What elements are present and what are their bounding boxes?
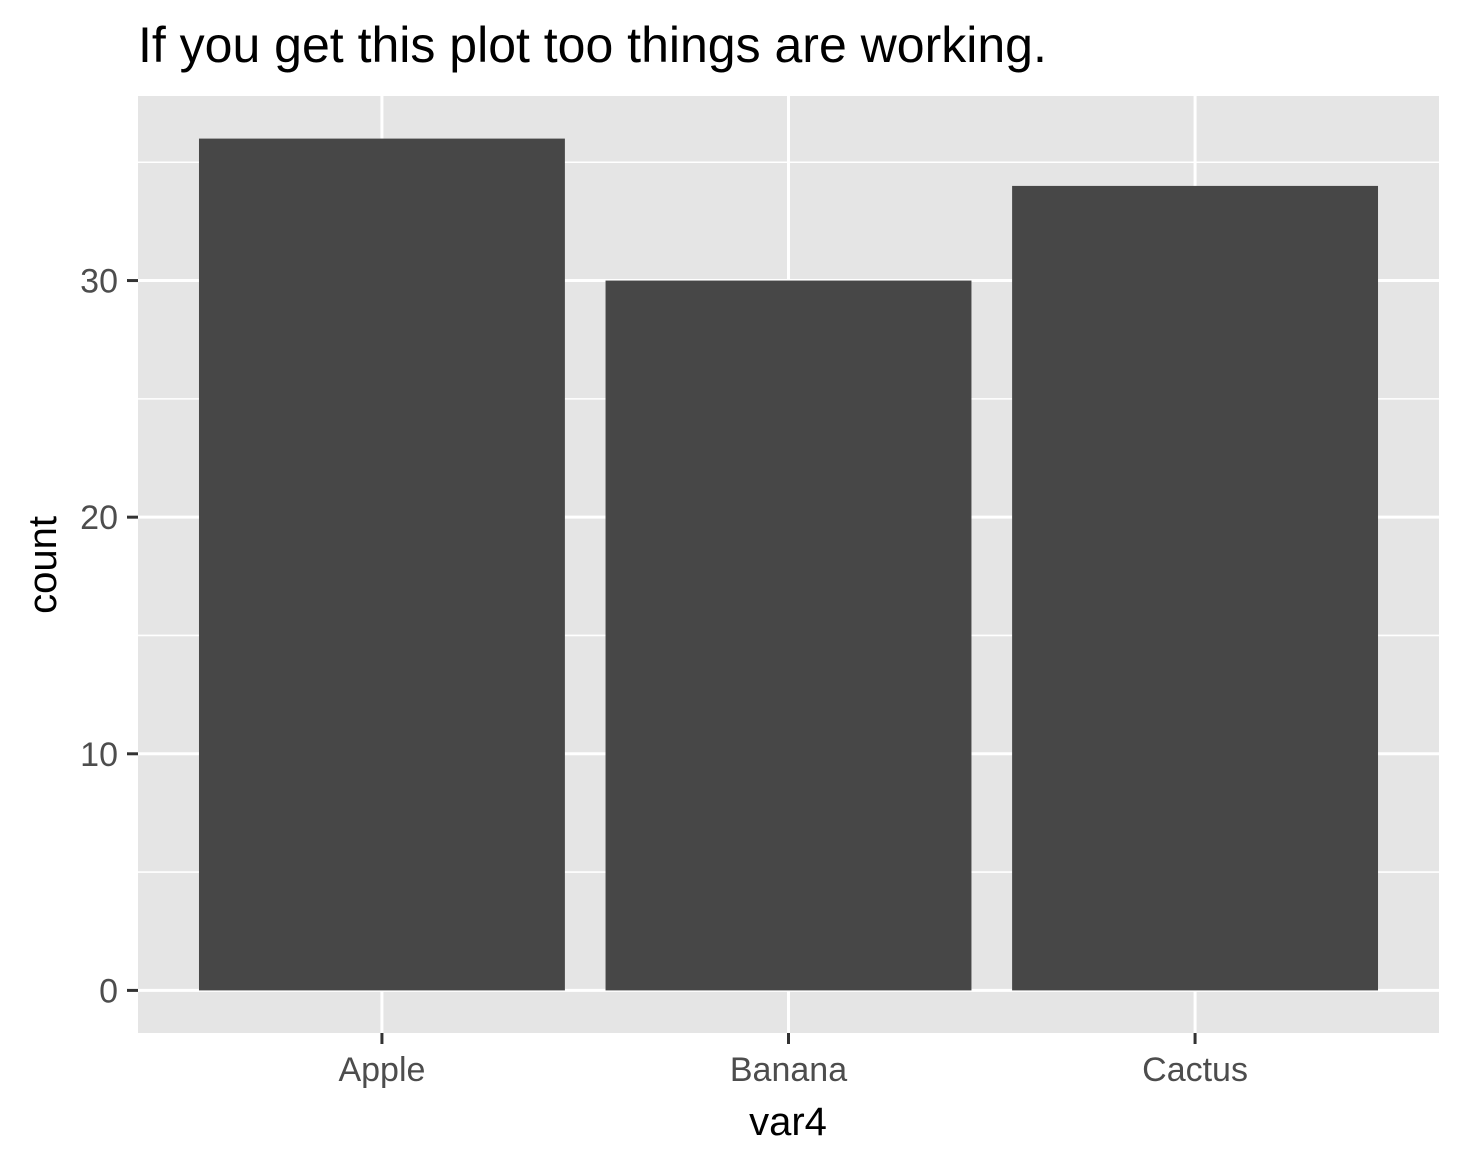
bars bbox=[198, 138, 1379, 991]
x-axis-title: var4 bbox=[749, 1100, 827, 1144]
y-tick-label: 0 bbox=[99, 972, 118, 1010]
y-tick-label: 30 bbox=[80, 263, 118, 301]
x-tick-label-cactus: Cactus bbox=[1142, 1051, 1248, 1089]
x-tick-label-apple: Apple bbox=[338, 1051, 425, 1089]
bar-cactus bbox=[1012, 185, 1379, 991]
bar-banana bbox=[605, 280, 972, 991]
x-tick-label-banana: Banana bbox=[730, 1051, 847, 1089]
y-axis-title: count bbox=[21, 516, 65, 614]
y-tick-label: 20 bbox=[80, 499, 118, 537]
y-tick-label: 10 bbox=[80, 736, 118, 774]
x-axis-ticks: Apple Banana Cactus bbox=[338, 1033, 1248, 1089]
y-axis-ticks: 0 10 20 30 bbox=[80, 263, 138, 1010]
chart-title: If you get this plot too things are work… bbox=[138, 17, 1047, 73]
bar-apple bbox=[198, 138, 565, 991]
